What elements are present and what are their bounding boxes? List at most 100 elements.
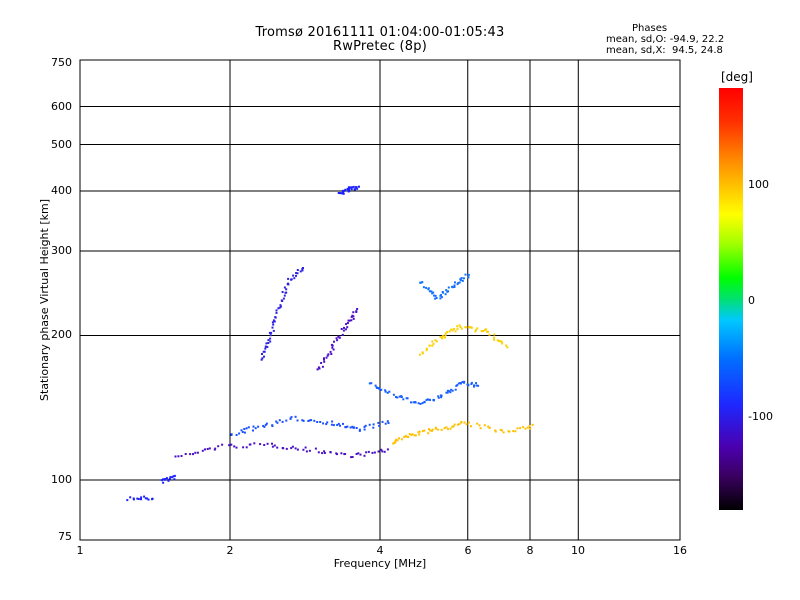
- data-point: [326, 354, 329, 357]
- data-point: [435, 297, 438, 299]
- data-point: [367, 450, 370, 453]
- data-point: [512, 430, 515, 433]
- data-point: [344, 188, 347, 191]
- data-point: [470, 425, 472, 428]
- data-point: [450, 328, 453, 331]
- data-point: [493, 336, 495, 339]
- data-point: [282, 447, 285, 450]
- data-point: [429, 429, 432, 432]
- data-point: [281, 420, 284, 423]
- data-point: [466, 383, 469, 386]
- data-point: [454, 330, 457, 333]
- colorbar: [719, 88, 743, 510]
- data-point: [339, 424, 341, 427]
- data-point: [322, 422, 325, 425]
- data-point: [162, 481, 165, 484]
- data-point: [254, 427, 257, 430]
- data-point: [426, 398, 429, 401]
- data-point: [453, 328, 455, 330]
- data-point: [242, 446, 245, 449]
- plot-frame: [79, 59, 681, 541]
- data-point: [230, 434, 233, 436]
- data-point: [301, 419, 304, 422]
- data-point: [174, 455, 177, 458]
- data-point: [348, 188, 351, 190]
- data-point: [341, 189, 344, 192]
- data-point: [247, 426, 250, 429]
- data-point: [285, 288, 288, 291]
- data-point: [488, 426, 491, 429]
- data-point: [325, 423, 328, 426]
- data-point: [337, 335, 340, 338]
- data-point: [333, 340, 335, 343]
- data-point: [434, 297, 437, 300]
- data-point: [373, 451, 376, 454]
- data-point: [388, 390, 391, 393]
- data-point: [140, 498, 142, 501]
- data-point: [446, 389, 449, 392]
- data-point: [253, 442, 256, 445]
- data-point: [473, 384, 475, 387]
- data-point: [243, 428, 246, 430]
- data-point: [400, 395, 403, 398]
- data-point: [463, 421, 466, 424]
- data-point: [455, 384, 458, 387]
- data-point: [508, 430, 511, 433]
- data-point: [265, 342, 268, 345]
- data-point: [478, 424, 481, 427]
- data-point: [339, 192, 342, 195]
- data-point: [290, 447, 293, 450]
- data-point: [419, 402, 422, 405]
- data-point: [392, 393, 395, 396]
- data-point: [445, 391, 448, 394]
- data-point: [167, 479, 170, 482]
- data-point: [271, 321, 274, 324]
- data-point: [347, 319, 350, 322]
- data-point: [269, 334, 272, 337]
- data-point: [444, 332, 447, 335]
- data-point: [132, 498, 135, 501]
- data-point: [428, 290, 431, 293]
- data-point: [359, 453, 362, 456]
- data-point: [456, 423, 459, 426]
- data-point: [449, 391, 452, 394]
- data-point: [235, 446, 238, 449]
- data-point: [267, 339, 270, 342]
- data-point: [475, 384, 478, 387]
- data-point: [363, 454, 366, 457]
- data-point: [394, 440, 397, 442]
- data-point: [168, 477, 171, 480]
- data-point: [435, 340, 438, 343]
- data-point: [458, 423, 461, 426]
- data-point: [425, 399, 428, 402]
- data-point: [275, 309, 278, 312]
- data-point: [440, 394, 443, 397]
- data-point: [460, 277, 463, 280]
- data-point: [143, 495, 146, 498]
- data-point: [443, 427, 446, 430]
- data-point: [165, 477, 168, 480]
- data-point: [235, 434, 238, 436]
- data-point: [499, 428, 502, 431]
- data-point: [221, 443, 224, 446]
- data-point: [528, 425, 531, 427]
- data-point: [266, 346, 269, 348]
- data-point: [418, 353, 421, 356]
- data-point: [400, 438, 403, 441]
- data-point: [274, 316, 277, 319]
- data-point: [302, 419, 305, 422]
- data-point: [325, 356, 328, 359]
- data-point: [376, 387, 379, 389]
- data-point: [433, 294, 436, 297]
- data-point: [350, 186, 353, 189]
- data-point: [273, 320, 276, 323]
- data-point: [296, 272, 299, 275]
- data-point: [484, 329, 486, 331]
- data-point: [395, 438, 398, 441]
- data-point: [444, 293, 447, 296]
- data-point: [262, 425, 265, 427]
- data-point: [316, 368, 319, 371]
- data-point: [441, 291, 444, 293]
- data-point: [446, 331, 449, 334]
- data-point: [331, 346, 334, 349]
